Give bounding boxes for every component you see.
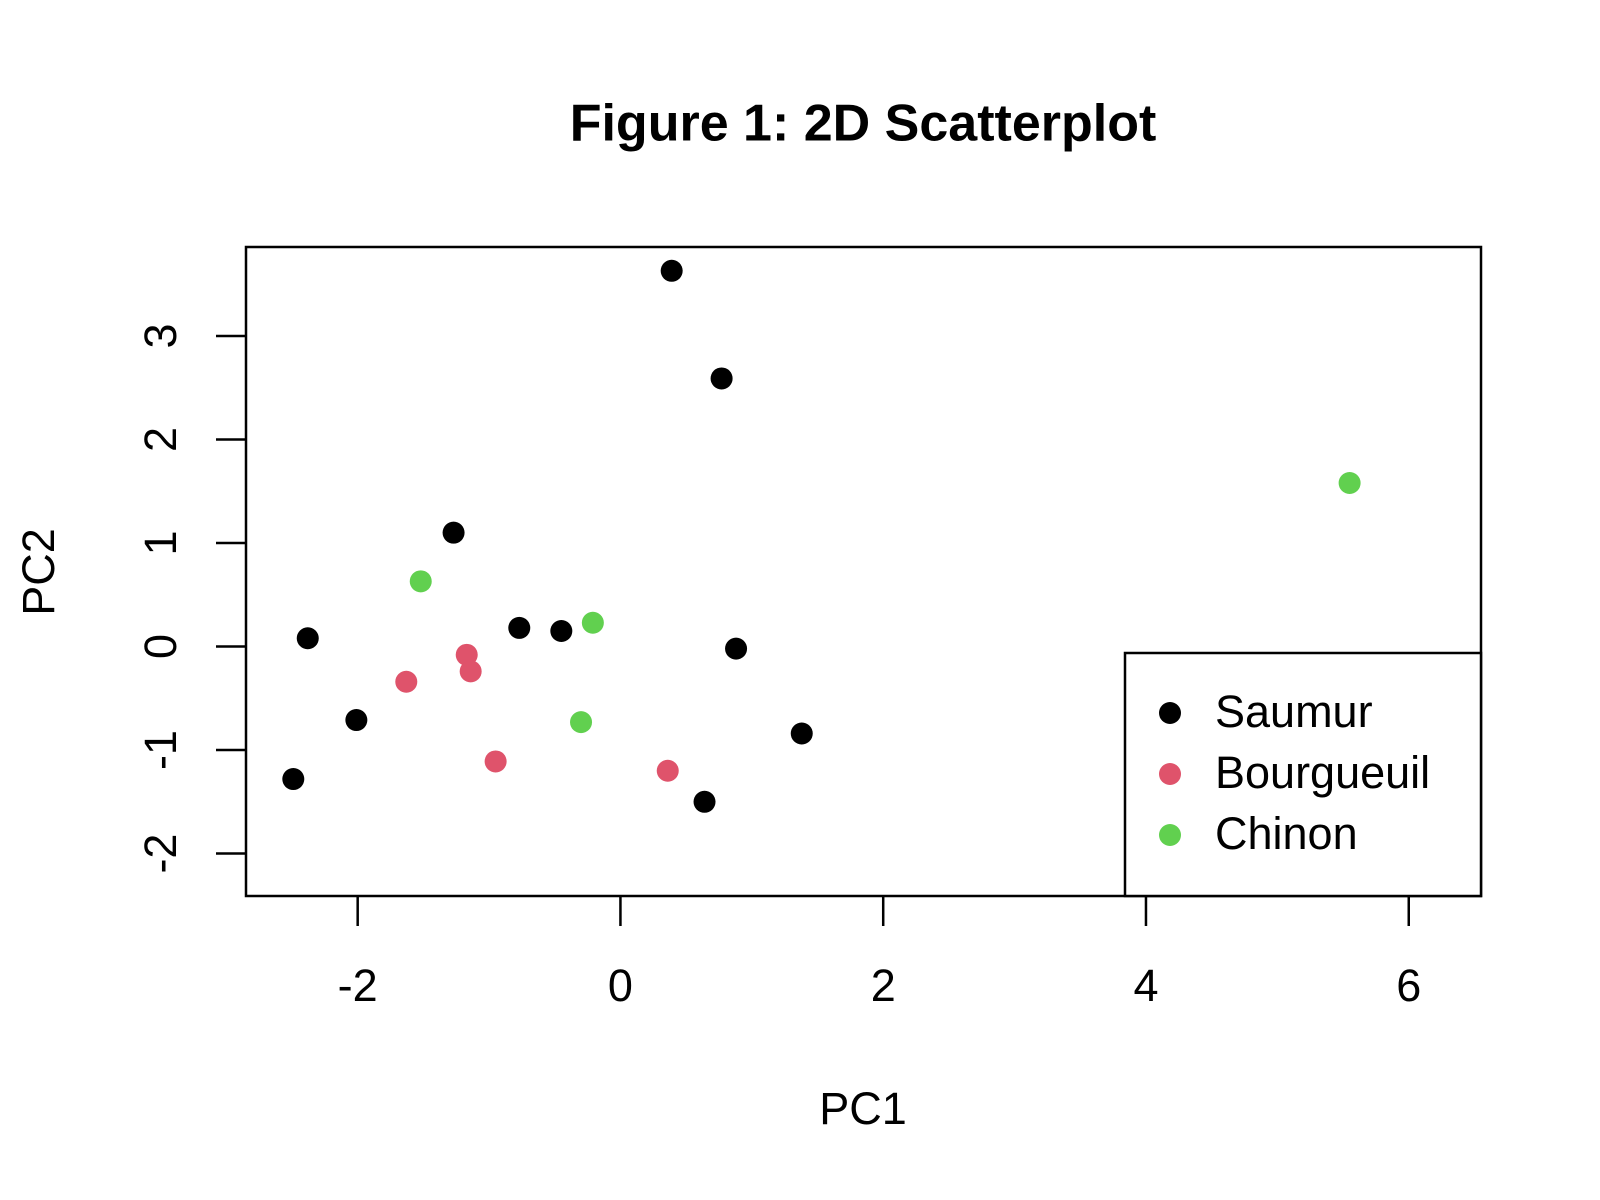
- point: [395, 670, 418, 693]
- y-tick-label: 0: [135, 634, 186, 659]
- x-tick-label: -2: [338, 960, 378, 1011]
- y-tick-label: -2: [135, 834, 186, 874]
- y-tick-label: 2: [135, 427, 186, 452]
- x-tick-label: 0: [608, 960, 633, 1011]
- point: [660, 259, 683, 282]
- legend-marker: [1159, 824, 1181, 846]
- point: [282, 768, 305, 791]
- point: [1338, 472, 1361, 494]
- legend-box: [1123, 651, 1483, 898]
- x-tick-label: 2: [871, 960, 896, 1011]
- legend-marker: [1159, 763, 1181, 785]
- point: [455, 643, 478, 666]
- point: [296, 627, 319, 650]
- point: [409, 570, 432, 593]
- point: [442, 521, 465, 544]
- legend-label: Saumur: [1215, 686, 1373, 737]
- legend-label: Bourgueuil: [1215, 747, 1430, 798]
- point: [484, 750, 507, 773]
- point: [508, 616, 531, 639]
- point: [581, 611, 604, 634]
- y-tick-label: -1: [135, 730, 186, 770]
- point: [459, 660, 482, 683]
- point: [570, 711, 593, 734]
- y-axis-label: PC2: [13, 528, 64, 616]
- y-tick-label: 3: [135, 324, 186, 349]
- point: [693, 790, 716, 813]
- point: [345, 709, 368, 732]
- legend-label: Chinon: [1215, 808, 1358, 859]
- point: [656, 759, 679, 782]
- chart-title: Figure 1: 2D Scatterplot: [570, 95, 1157, 153]
- point: [790, 722, 813, 745]
- point: [725, 637, 748, 660]
- x-axis-label: PC1: [819, 1083, 907, 1134]
- point: [710, 367, 733, 390]
- x-tick-label: 6: [1396, 960, 1421, 1011]
- plot-frame: [244, 245, 1483, 898]
- point: [550, 620, 573, 643]
- legend-marker: [1159, 702, 1181, 724]
- x-tick-label: 4: [1133, 960, 1158, 1011]
- y-tick-label: 1: [135, 531, 186, 556]
